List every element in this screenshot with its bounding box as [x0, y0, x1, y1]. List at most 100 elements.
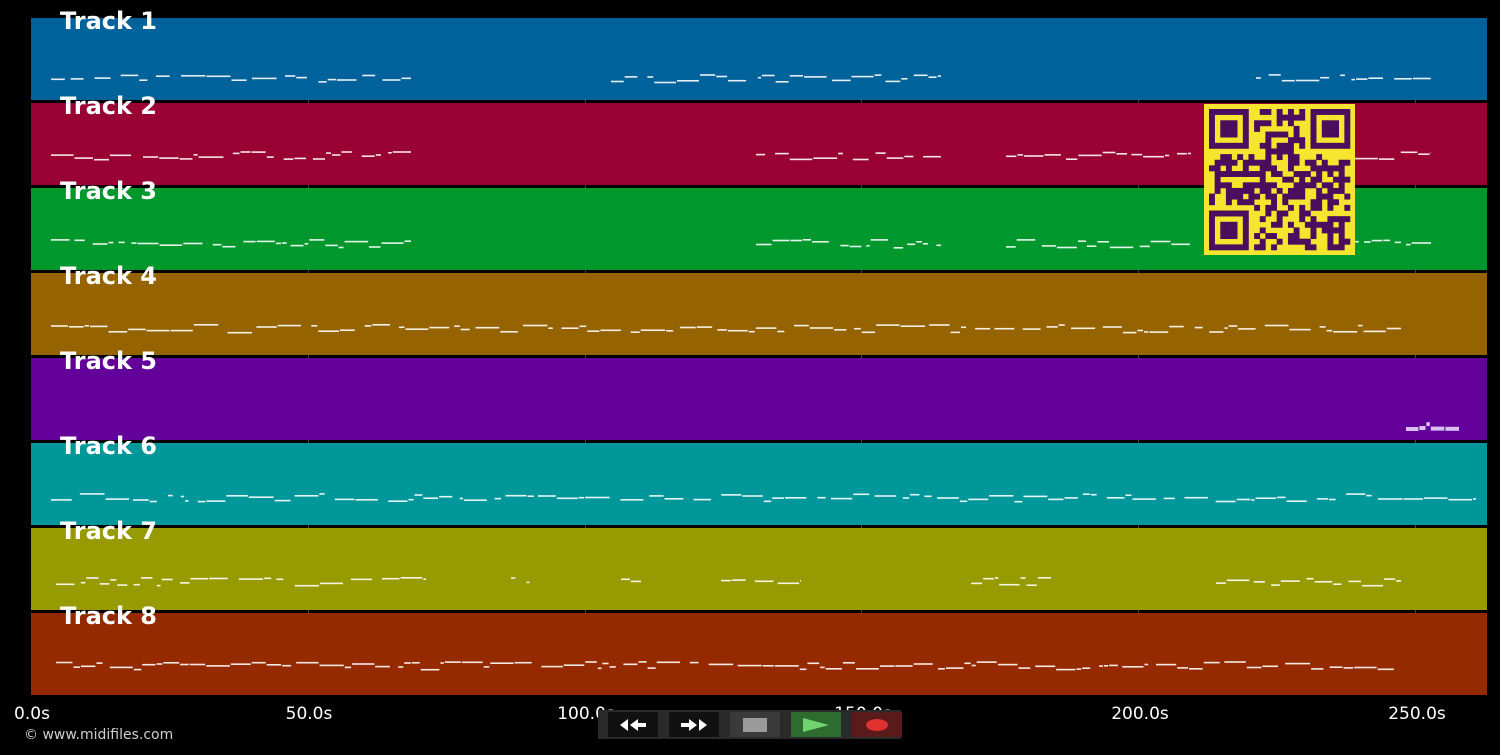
note-mark: [1366, 494, 1372, 497]
note-mark: [511, 577, 516, 579]
note-mark: [1037, 577, 1051, 579]
qr-module: [1333, 216, 1340, 223]
stop-button[interactable]: [730, 712, 780, 737]
note-mark: [1077, 240, 1086, 242]
note-mark: [1348, 580, 1361, 583]
qr-module: [1293, 171, 1300, 177]
qr-module: [1209, 125, 1215, 132]
note-mark: [1317, 498, 1328, 500]
note-mark: [1194, 326, 1203, 329]
track-label: Track 8: [60, 602, 158, 630]
play-icon: [803, 717, 829, 732]
qr-module: [1316, 204, 1323, 211]
note-mark: [341, 151, 352, 153]
time-axis: 0.0s 50.0s 100.0s 150.0s 200.0s 250.0s: [0, 704, 1500, 728]
note-mark: [1346, 493, 1366, 495]
note-mark: [483, 666, 490, 668]
note-mark: [522, 324, 548, 327]
track-lane-7[interactable]: Track 7: [31, 519, 1487, 610]
qr-module: [1304, 221, 1311, 228]
note-mark: [916, 241, 922, 243]
track-lane-1[interactable]: Track 1: [31, 9, 1487, 100]
note-mark: [831, 497, 853, 500]
qr-module: [1299, 182, 1306, 189]
qr-module: [1327, 165, 1334, 172]
track-label: Track 1: [60, 7, 158, 35]
note-mark: [825, 668, 842, 670]
note-mark: [880, 665, 895, 667]
qr-module: [1225, 165, 1232, 172]
qr-module: [1299, 137, 1306, 144]
note-mark: [139, 79, 148, 81]
note-mark: [344, 240, 369, 243]
note-mark: [929, 324, 950, 326]
qr-module: [1271, 131, 1277, 138]
fast-forward-button[interactable]: [669, 712, 719, 737]
note-mark: [874, 74, 882, 76]
qr-module: [1220, 159, 1227, 166]
note-mark: [1411, 242, 1431, 244]
note-mark: [693, 498, 711, 501]
qr-module: [1299, 176, 1306, 183]
qr-module: [1333, 125, 1340, 132]
note-mark: [382, 577, 400, 580]
qr-module: [1310, 159, 1317, 166]
note-mark: [1383, 239, 1391, 242]
track-lane-5[interactable]: Track 5: [31, 349, 1487, 440]
qr-module: [1276, 120, 1283, 127]
qr-module: [1231, 171, 1238, 177]
note-mark: [804, 76, 827, 78]
qr-module: [1299, 204, 1306, 211]
note-roll-6: [51, 493, 1476, 503]
note-mark: [1289, 328, 1311, 331]
note-mark: [1106, 497, 1125, 499]
rewind-button[interactable]: [608, 712, 658, 737]
note-mark: [1090, 493, 1097, 496]
note-mark: [789, 75, 803, 77]
qr-code: [1204, 104, 1355, 255]
qr-module: [1259, 227, 1266, 234]
qr-module: [1248, 171, 1255, 177]
qr-module: [1327, 227, 1334, 234]
qr-module: [1287, 159, 1294, 166]
qr-module: [1259, 159, 1266, 166]
record-button[interactable]: [852, 712, 902, 737]
qr-module: [1327, 125, 1334, 132]
qr-module: [1237, 210, 1244, 217]
play-button[interactable]: [791, 712, 841, 737]
qr-module: [1225, 120, 1232, 127]
note-mark: [90, 325, 108, 328]
track-lane-6[interactable]: Track 6: [31, 434, 1487, 525]
qr-module: [1299, 238, 1306, 245]
note-mark: [1364, 241, 1371, 243]
note-mark: [84, 325, 90, 327]
qr-module: [1220, 120, 1227, 127]
note-mark: [696, 326, 713, 328]
note-mark: [1343, 667, 1354, 669]
note-mark: [1144, 331, 1149, 333]
note-mark: [1394, 241, 1401, 244]
note-mark: [813, 157, 838, 159]
note-mark: [1102, 326, 1122, 328]
note-mark: [800, 579, 801, 582]
qr-module: [1338, 171, 1345, 177]
qr-module: [1316, 154, 1323, 161]
track-list: Track 1 Track 2 Track 3 Track 4 Track 5 …: [31, 9, 1487, 695]
qr-module: [1242, 109, 1249, 115]
note-mark: [1448, 498, 1472, 501]
note-mark: [1163, 497, 1175, 500]
qr-module: [1248, 187, 1255, 194]
track-lane-8[interactable]: Track 8: [31, 604, 1487, 695]
qr-module: [1321, 182, 1328, 189]
note-mark: [1132, 498, 1156, 500]
track-lane-4[interactable]: Track 4: [31, 264, 1487, 355]
qr-module: [1265, 120, 1272, 127]
qr-module: [1338, 142, 1345, 149]
qr-module: [1299, 142, 1306, 149]
note-mark: [961, 326, 967, 329]
qr-module: [1242, 244, 1249, 251]
note-mark: [756, 153, 766, 156]
qr-module: [1310, 109, 1317, 115]
note-mark: [1189, 668, 1203, 670]
note-mark: [1224, 661, 1246, 663]
